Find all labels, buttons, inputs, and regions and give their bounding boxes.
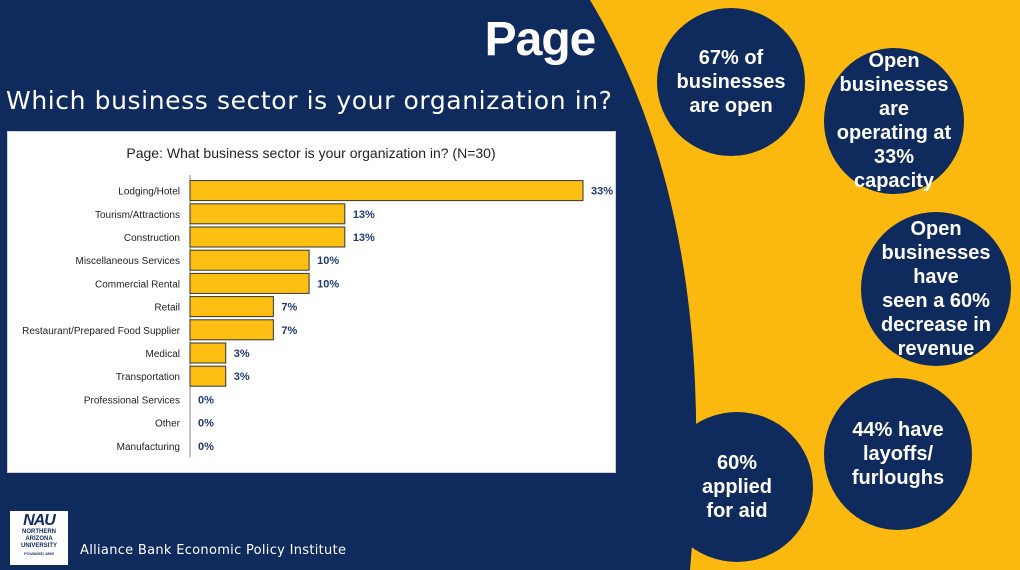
stat-circle-aid: 60% applied for aid <box>661 412 813 562</box>
data-label: 10% <box>317 255 339 267</box>
bar-chart: Page: What business sector is your organ… <box>22 145 613 458</box>
category-label: Professional Services <box>84 395 180 406</box>
logo-line2: ARIZONA <box>25 536 53 542</box>
bar <box>189 342 227 364</box>
category-label: Transportation <box>116 372 180 383</box>
data-label: 3% <box>234 348 250 360</box>
bar <box>189 272 310 294</box>
nau-logo <box>10 511 68 565</box>
data-label: 0% <box>198 394 214 406</box>
data-label: 0% <box>198 441 214 453</box>
bar <box>189 296 274 318</box>
stat-circle-open: 67% of businesses are open <box>657 8 805 156</box>
category-label: Other <box>155 419 181 430</box>
data-label: 13% <box>353 209 375 221</box>
chart-panel: Page: What business sector is your organ… <box>7 131 616 473</box>
bar <box>189 249 310 271</box>
category-label: Medical <box>146 349 180 360</box>
stat-circle-revenue: Open businesses have seen a 60% decrease… <box>861 212 1011 366</box>
category-label: Manufacturing <box>117 442 180 453</box>
logo-wordmark: NAU <box>23 512 56 529</box>
category-label: Restaurant/Prepared Food Supplier <box>22 326 181 337</box>
data-label: 0% <box>198 418 214 430</box>
bar <box>189 226 346 248</box>
category-label: Miscellaneous Services <box>76 256 181 267</box>
bar <box>189 180 584 202</box>
bar <box>189 319 274 341</box>
category-label: Retail <box>154 303 180 314</box>
data-label: 7% <box>281 302 297 314</box>
data-label: 33% <box>591 186 613 198</box>
page-title: Page <box>484 13 597 66</box>
data-label: 7% <box>281 325 297 337</box>
category-label: Lodging/Hotel <box>118 187 180 198</box>
bar <box>189 203 346 225</box>
logo-line1: NORTHERN <box>22 529 56 535</box>
chart-title: Page: What business sector is your organ… <box>126 145 495 161</box>
stat-circle-capacity: Open businesses are operating at 33% cap… <box>824 48 964 194</box>
data-label: 10% <box>317 278 339 290</box>
page-subtitle: Which business sector is your organizati… <box>6 86 613 115</box>
category-label: Construction <box>124 233 180 244</box>
nau-logo-text: NAU NORTHERN ARIZONA UNIVERSITY FOUNDED … <box>12 513 66 558</box>
data-label: 13% <box>353 232 375 244</box>
stat-circle-layoffs: 44% have layoffs/ furloughs <box>824 378 972 530</box>
category-label: Commercial Rental <box>95 279 180 290</box>
bar <box>189 365 227 387</box>
logo-line4: FOUNDED 1899 <box>24 551 54 556</box>
footer-text: Alliance Bank Economic Policy Institute <box>80 543 347 558</box>
data-label: 3% <box>234 371 250 383</box>
category-label: Tourism/Attractions <box>95 210 180 221</box>
logo-line3: UNIVERSITY <box>20 543 57 549</box>
